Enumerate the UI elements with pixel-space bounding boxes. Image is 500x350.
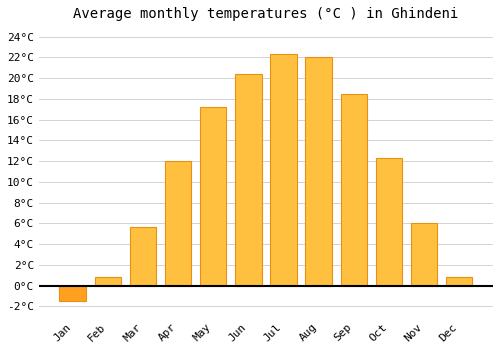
- Bar: [165, 161, 191, 286]
- Bar: [270, 54, 296, 286]
- Bar: [411, 223, 438, 286]
- Bar: [235, 74, 262, 286]
- Title: Average monthly temperatures (°C ) in Ghindeni: Average monthly temperatures (°C ) in Gh…: [74, 7, 458, 21]
- Bar: [306, 57, 332, 286]
- Bar: [200, 107, 226, 286]
- Bar: [130, 226, 156, 286]
- Bar: [94, 278, 121, 286]
- Bar: [376, 158, 402, 286]
- Bar: [60, 286, 86, 301]
- Bar: [446, 278, 472, 286]
- Bar: [340, 94, 367, 286]
